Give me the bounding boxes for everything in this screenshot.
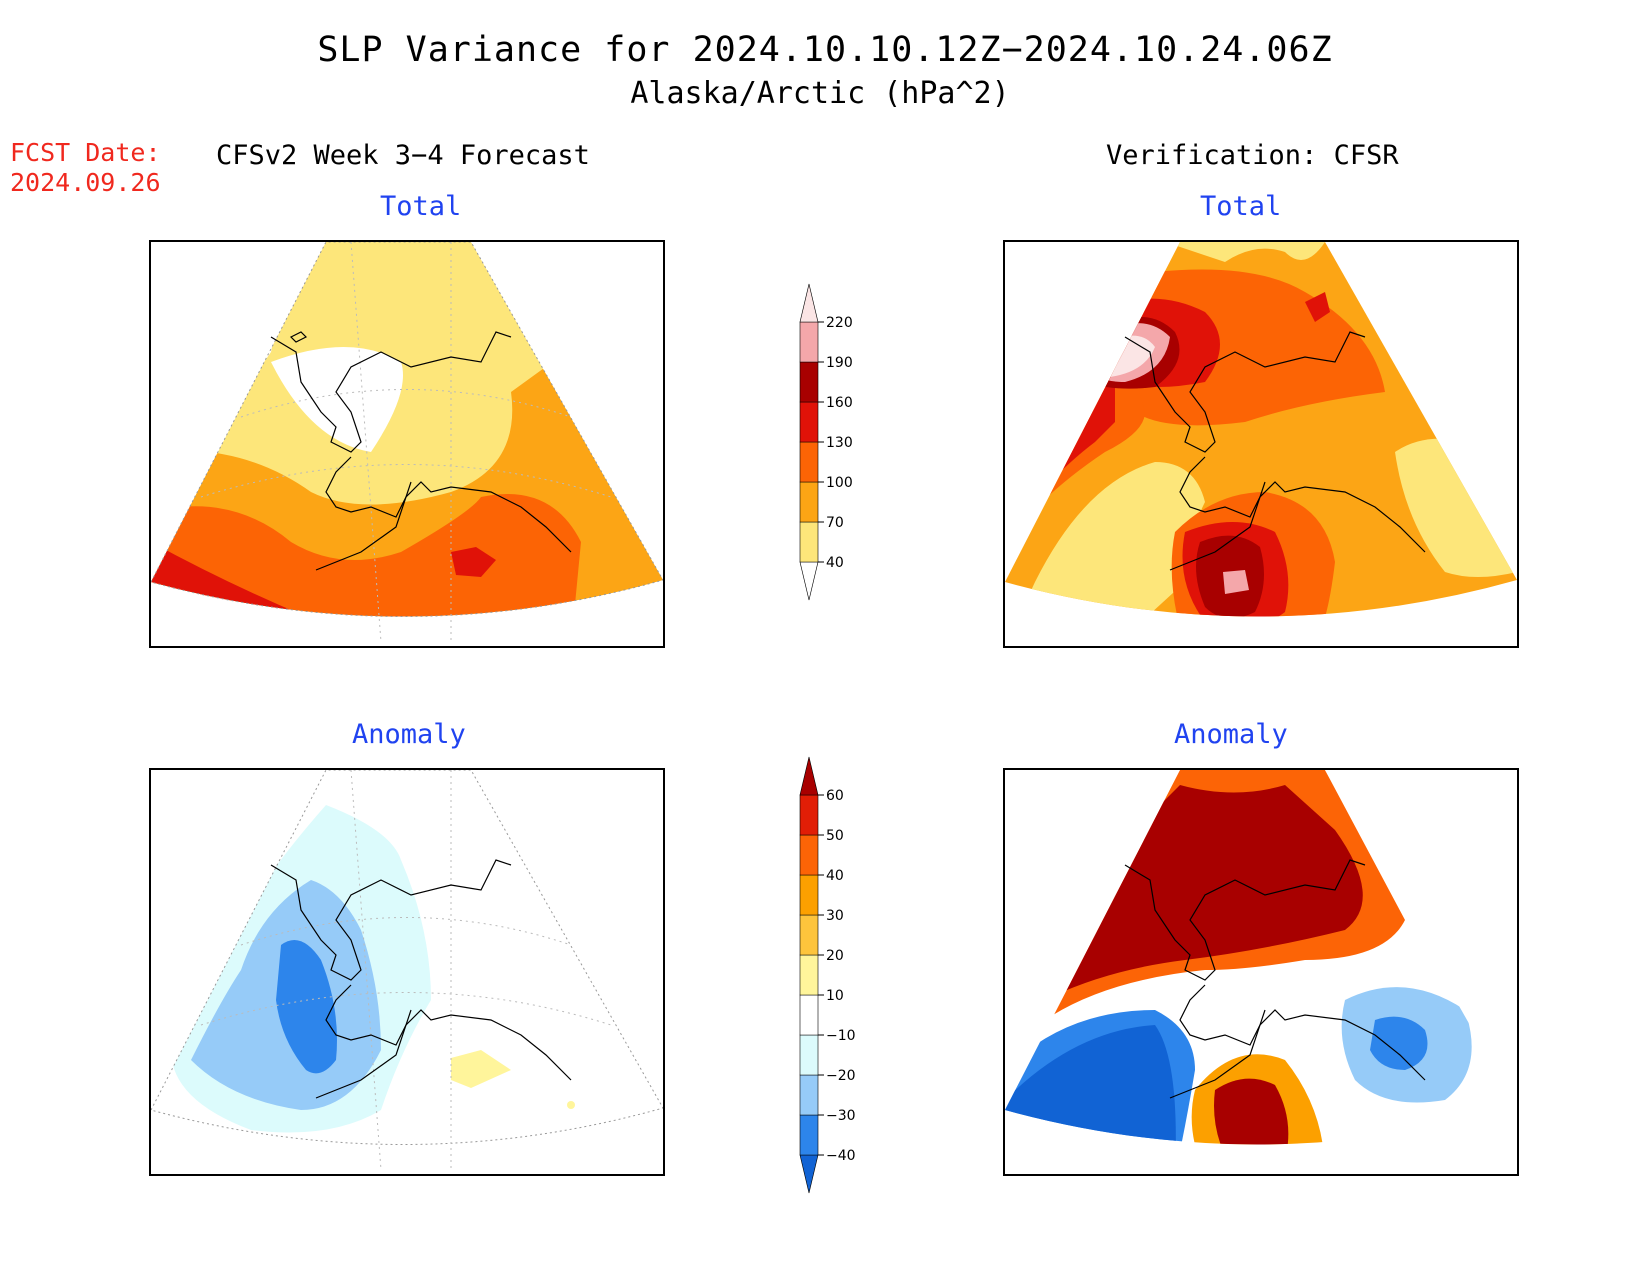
forecast-total-title: Total	[380, 191, 462, 222]
anomaly-colorbar-swatch	[799, 914, 819, 956]
total-colorbar-tick-label: 190	[826, 355, 853, 371]
figure-subtitle: Alaska/Arctic (hPa^2)	[630, 76, 1010, 111]
anomaly-colorbar-tick-label: 20	[826, 948, 844, 964]
anomaly-colorbar-tick-label: −10	[826, 1028, 856, 1044]
forecast-date-label: FCST Date:	[10, 138, 161, 167]
total-colorbar-swatch	[799, 561, 819, 601]
anomaly-colorbar-swatch	[799, 1034, 819, 1076]
anomaly-colorbar-swatch	[799, 794, 819, 836]
total-colorbar-swatch	[799, 401, 819, 443]
forecast-total-map	[149, 240, 665, 648]
total-colorbar-swatch	[799, 521, 819, 563]
total-colorbar-swatch	[799, 441, 819, 483]
verification-anomaly-map	[1003, 768, 1519, 1176]
anomaly-colorbar-swatch	[799, 994, 819, 1036]
anomaly-colorbar-swatch	[799, 874, 819, 916]
anomaly-colorbar: −40 −30 −20 −10 10 20 30 40 50 60	[799, 756, 856, 1194]
anomaly-colorbar-tick-label: −40	[826, 1148, 856, 1164]
total-colorbar: 40 70 100 130 160 190 220	[799, 283, 853, 601]
forecast-date-value: 2024.09.26	[10, 168, 161, 197]
anomaly-colorbar-swatch	[799, 756, 819, 796]
anomaly-colorbar-tick-label: 40	[826, 868, 844, 884]
forecast-anomaly-title: Anomaly	[352, 719, 466, 750]
total-colorbar-swatch	[799, 361, 819, 403]
anomaly-colorbar-swatch	[799, 834, 819, 876]
total-colorbar-tick-label: 100	[826, 475, 853, 491]
verification-header: Verification: CFSR	[1106, 140, 1399, 171]
total-colorbar-swatch	[799, 321, 819, 363]
total-colorbar-tick-label: 220	[826, 315, 853, 331]
forecast-header: CFSv2 Week 3−4 Forecast	[216, 140, 590, 171]
anomaly-colorbar-tick-label: 50	[826, 828, 844, 844]
forecast-date: FCST Date: 2024.09.26	[10, 138, 161, 198]
total-colorbar-tick-label: 40	[826, 555, 844, 571]
verification-anomaly-title: Anomaly	[1174, 719, 1288, 750]
anomaly-colorbar-tick-label: −20	[826, 1068, 856, 1084]
anomaly-colorbar-tick-label: −30	[826, 1108, 856, 1124]
figure-title: SLP Variance for 2024.10.10.12Z−2024.10.…	[317, 30, 1333, 70]
total-colorbar-swatch	[799, 283, 819, 323]
anomaly-colorbar-tick-label: 30	[826, 908, 844, 924]
anomaly-colorbar-swatch	[799, 1114, 819, 1156]
anomaly-colorbar-tick-label: 10	[826, 988, 844, 1004]
anomaly-colorbar-swatch	[799, 954, 819, 996]
total-colorbar-swatch	[799, 481, 819, 523]
verification-total-map	[1003, 240, 1519, 648]
anomaly-colorbar-swatch	[799, 1074, 819, 1116]
anomaly-colorbar-swatch	[799, 1154, 819, 1194]
total-colorbar-tick-label: 160	[826, 395, 853, 411]
anomaly-colorbar-tick-label: 60	[826, 788, 844, 804]
total-colorbar-tick-label: 70	[826, 515, 844, 531]
total-colorbar-tick-label: 130	[826, 435, 853, 451]
verification-total-title: Total	[1200, 191, 1282, 222]
forecast-anomaly-map	[149, 768, 665, 1176]
